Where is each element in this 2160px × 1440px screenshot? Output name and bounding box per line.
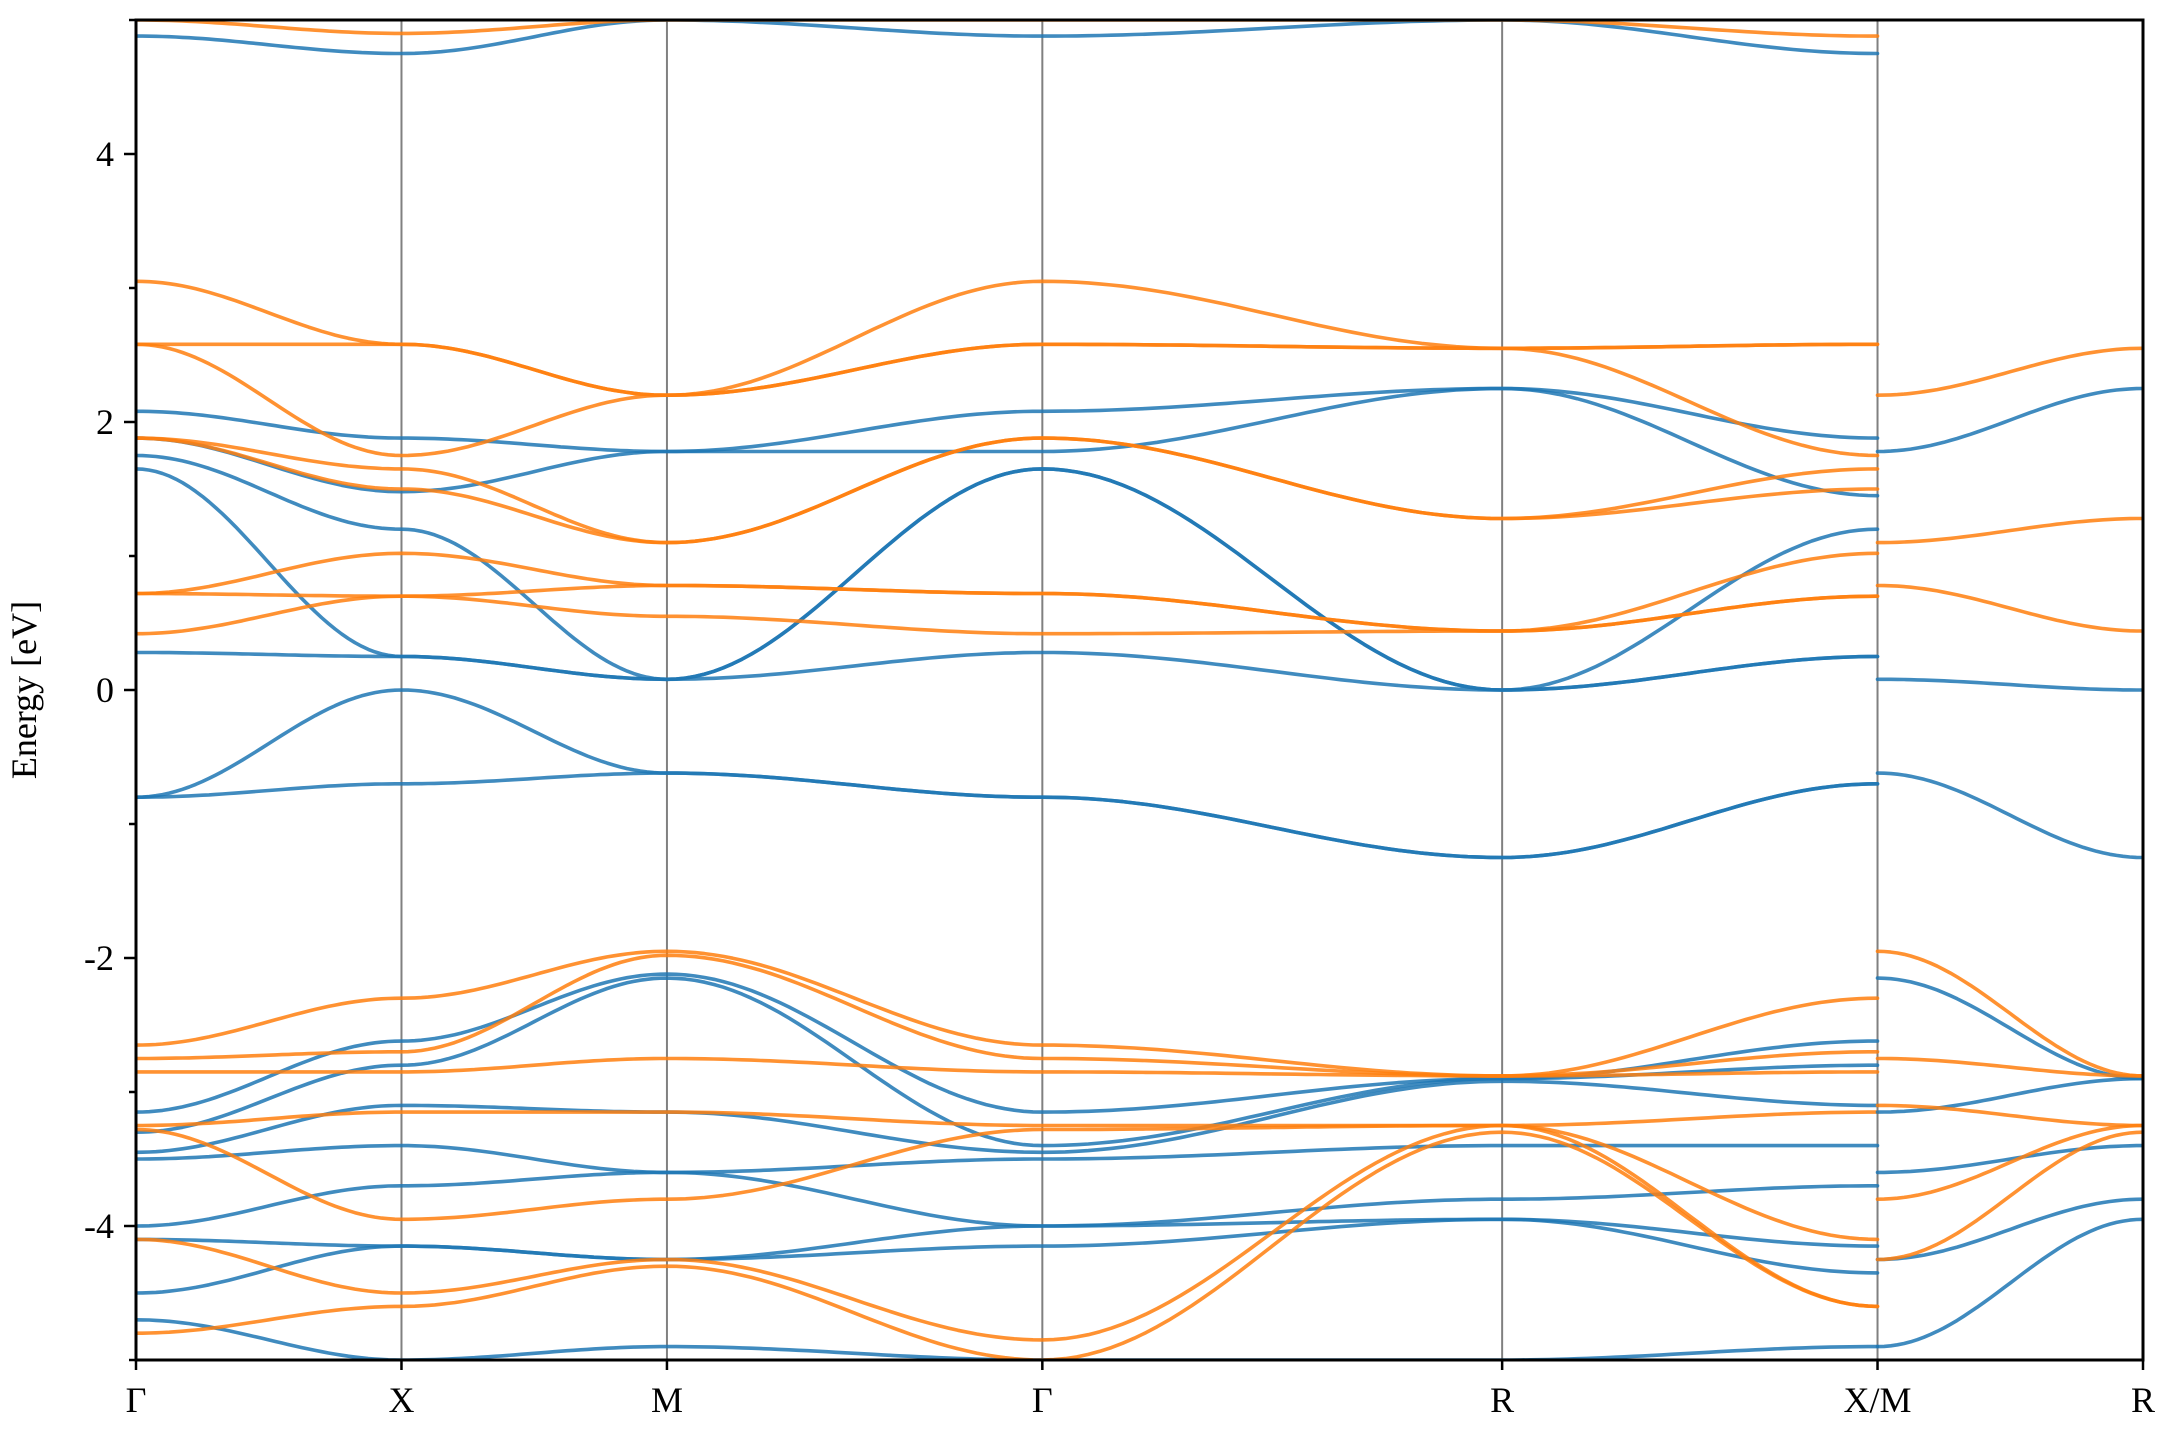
x-tick-label: R [1490, 1380, 1514, 1420]
band-spin-up [1875, 677, 2143, 692]
y-axis-label: Energy [eV] [4, 601, 44, 779]
band-spin-down [136, 1110, 1880, 1128]
y-tick-label: 0 [96, 670, 114, 710]
band-spin-up [136, 976, 1880, 1148]
x-axis: Γ X M Γ R X/M R [126, 1360, 2155, 1420]
x-tick-label: X [388, 1380, 414, 1420]
band-spin-up [136, 650, 1880, 692]
band-spin-up [136, 1079, 1880, 1155]
band-spin-up [136, 1217, 1880, 1262]
band-spin-up [136, 1170, 1880, 1228]
band-spin-down [136, 1056, 1880, 1078]
band-spin-up [1875, 1143, 2143, 1175]
band-spin-up [1875, 1197, 2143, 1262]
band-spin-up [136, 688, 1880, 860]
band-spin-up [136, 771, 1880, 860]
band-spin-down [1875, 1103, 2143, 1128]
x-tick-label: R [2131, 1380, 2155, 1420]
band-spin-up [1875, 771, 2143, 860]
x-tick-label: X/M [1844, 1380, 1912, 1420]
x-tick-label: Γ [126, 1380, 147, 1420]
band-spin-down [1875, 583, 2143, 633]
band-spin-up [1875, 976, 2143, 1081]
y-tick-label: -4 [84, 1206, 114, 1246]
band-spin-down [1875, 516, 2143, 545]
band-spin-up [136, 1217, 1880, 1295]
band-spin-up [136, 386, 1880, 498]
band-spin-down [136, 342, 1880, 458]
band-spin-down [136, 1123, 1880, 1342]
y-axis: -4 -2 0 2 4 [84, 18, 136, 1362]
band-spin-down [1875, 949, 2143, 1078]
bands [136, 20, 2143, 1360]
band-spin-down [136, 949, 1880, 1078]
band-spin-down [1875, 346, 2143, 397]
x-tick-label: M [651, 1380, 683, 1420]
band-spin-up [136, 1318, 1880, 1360]
band-spin-down [1875, 1130, 2143, 1262]
high-symmetry-lines [400, 20, 1879, 1360]
band-spin-up [1875, 1076, 2143, 1114]
band-spin-down [136, 594, 1880, 636]
band-spin-down [136, 436, 1880, 545]
band-spin-down [136, 1130, 1880, 1360]
band-spin-down [136, 279, 1880, 397]
band-spin-down [1875, 1123, 2143, 1201]
y-tick-label: 2 [96, 402, 114, 442]
y-tick-label: -2 [84, 938, 114, 978]
x-tick-label: Γ [1032, 1380, 1053, 1420]
band-spin-up [136, 386, 1880, 454]
band-spin-down [136, 1123, 1880, 1242]
y-tick-label: 4 [96, 134, 114, 174]
band-spin-down [1875, 1056, 2143, 1078]
band-spin-up [1875, 386, 2143, 454]
band-spin-up [1875, 1217, 2143, 1349]
